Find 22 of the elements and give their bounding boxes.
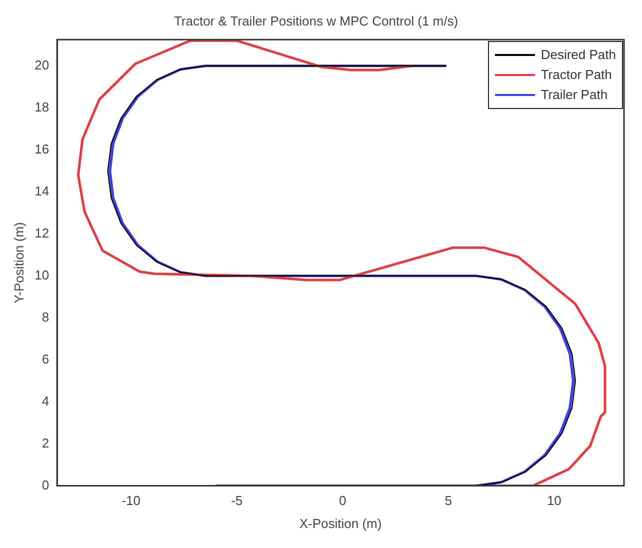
x-tick-label: 5 <box>444 493 452 508</box>
legend-label: Trailer Path <box>540 86 608 104</box>
y-tick-label: 14 <box>34 183 50 198</box>
y-tick-label: 18 <box>34 99 50 114</box>
y-tick-label: 6 <box>42 351 50 366</box>
chart-title: Tractor & Trailer Positions w MPC Control (1 m/s) <box>174 13 458 28</box>
legend-label: Tractor Path <box>540 66 612 84</box>
y-tick-label: 0 <box>42 477 50 492</box>
y-tick-label: 12 <box>34 225 50 240</box>
x-tick-label: 0 <box>339 493 346 508</box>
y-tick-label: 4 <box>42 393 50 408</box>
y-tick-label: 8 <box>42 309 50 324</box>
y-tick-label: 20 <box>34 57 50 72</box>
x-tick-label: 10 <box>546 493 562 508</box>
x-tick-label: -5 <box>231 493 243 508</box>
y-tick-label: 10 <box>34 267 50 282</box>
y-axis-title: Y-Position (m) <box>11 222 26 304</box>
y-tick-label: 16 <box>34 141 50 156</box>
y-tick-label: 2 <box>42 435 50 450</box>
x-tick-label: -10 <box>122 493 140 508</box>
x-axis-title: X-Position (m) <box>299 516 382 531</box>
legend-label: Desired Path <box>540 46 616 64</box>
